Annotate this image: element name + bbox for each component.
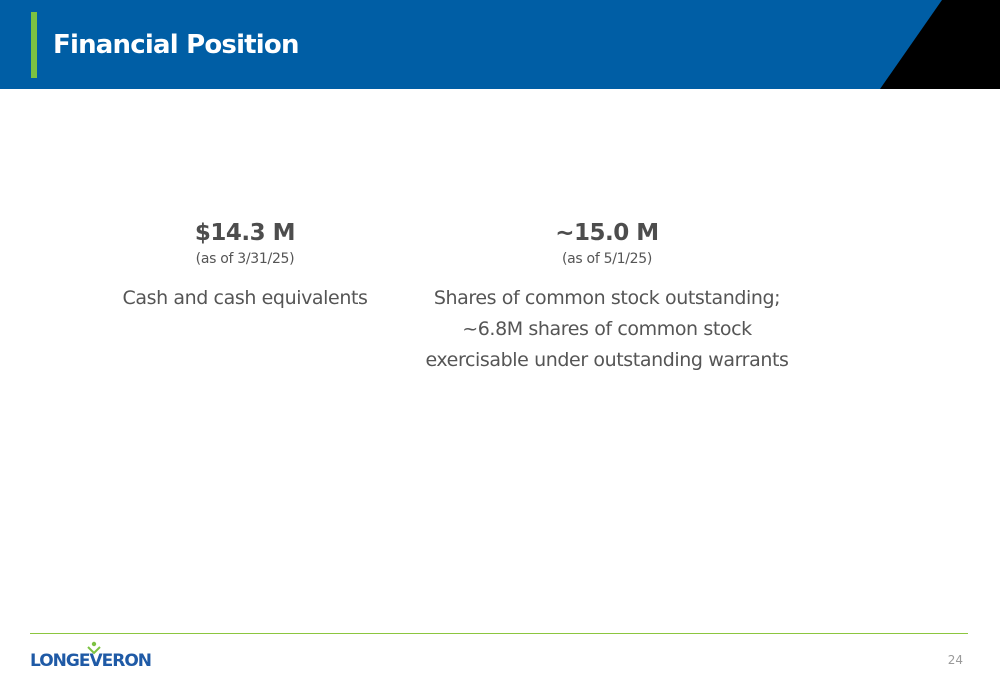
stat-description-line: Cash and cash equivalents [122, 287, 368, 309]
page-number: 24 [947, 653, 963, 667]
stat-date: (as of 3/31/25) [195, 251, 295, 267]
logo-wordmark: LONGEVERON [30, 651, 152, 671]
stat-description: Shares of common stock outstanding; ~6.8… [417, 283, 797, 376]
stat-value: $14.3 M [194, 220, 296, 246]
stat-description-line: exercisable under outstanding warrants [425, 349, 789, 371]
stat-description: Cash and cash equivalents [95, 283, 395, 314]
stat-cash: $14.3 M (as of 3/31/25) Cash and cash eq… [95, 218, 395, 314]
stat-value: ~15.0 M [555, 220, 659, 246]
title-accent-bar [31, 12, 37, 78]
company-logo: LONGEVERON [30, 641, 152, 673]
stat-shares: ~15.0 M (as of 5/1/25) Shares of common … [417, 218, 797, 376]
header-bar [0, 0, 1000, 89]
person-leaf-icon [87, 641, 101, 655]
stat-description-line: ~6.8M shares of common stock [462, 318, 752, 340]
page-title: Financial Position [53, 30, 300, 60]
stat-description-line: Shares of common stock outstanding; [433, 287, 781, 309]
header-corner-shape [880, 0, 1000, 89]
footer-divider [30, 633, 968, 634]
stat-date: (as of 5/1/25) [561, 251, 653, 267]
